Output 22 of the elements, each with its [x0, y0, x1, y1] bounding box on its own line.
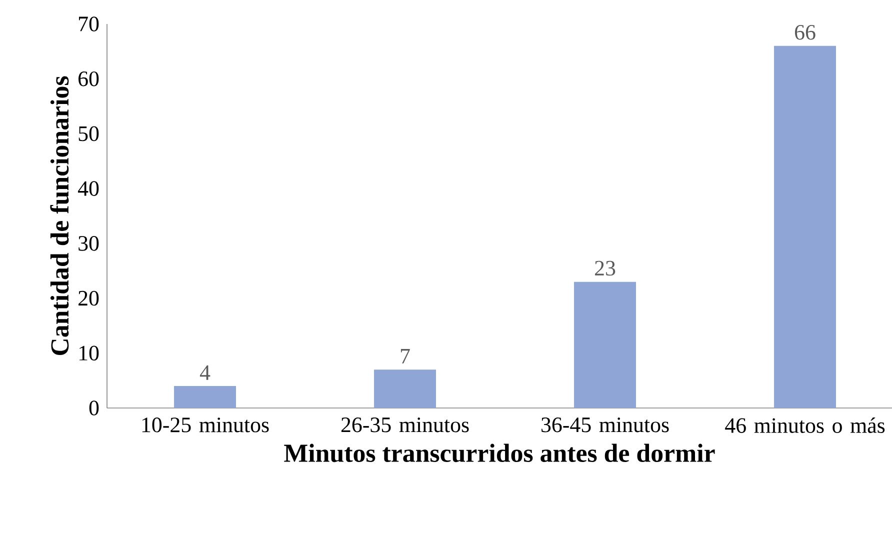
y-tick-label: 70	[79, 16, 99, 32]
y-tick-label: 60	[78, 71, 99, 86]
x-tick-label: 36-45 minutos	[542, 418, 669, 432]
x-tick-label: 46 minutos o más	[725, 417, 885, 433]
data-label: 66	[794, 25, 816, 40]
y-tick-label: 10	[79, 346, 99, 361]
bar	[774, 46, 836, 408]
x-tick-label: 26-35 minutos	[341, 418, 469, 432]
bar	[174, 386, 236, 408]
y-tick-label: 40	[78, 181, 99, 196]
y-tick-label: 0	[89, 400, 99, 416]
y-tick-label: 20	[78, 290, 99, 306]
y-tick-label: 30	[78, 236, 99, 251]
bar	[374, 370, 436, 408]
y-axis-title: Cantidad de funcionarios	[50, 76, 69, 356]
x-tick-label: 10-25 minutos	[142, 418, 269, 432]
bar	[574, 282, 636, 408]
data-label: 4	[200, 365, 210, 380]
y-tick-label: 50	[78, 126, 99, 142]
data-label: 23	[595, 260, 616, 276]
data-label: 7	[400, 349, 410, 364]
x-axis-title: Minutos transcurridos antes de dormir	[284, 444, 715, 462]
